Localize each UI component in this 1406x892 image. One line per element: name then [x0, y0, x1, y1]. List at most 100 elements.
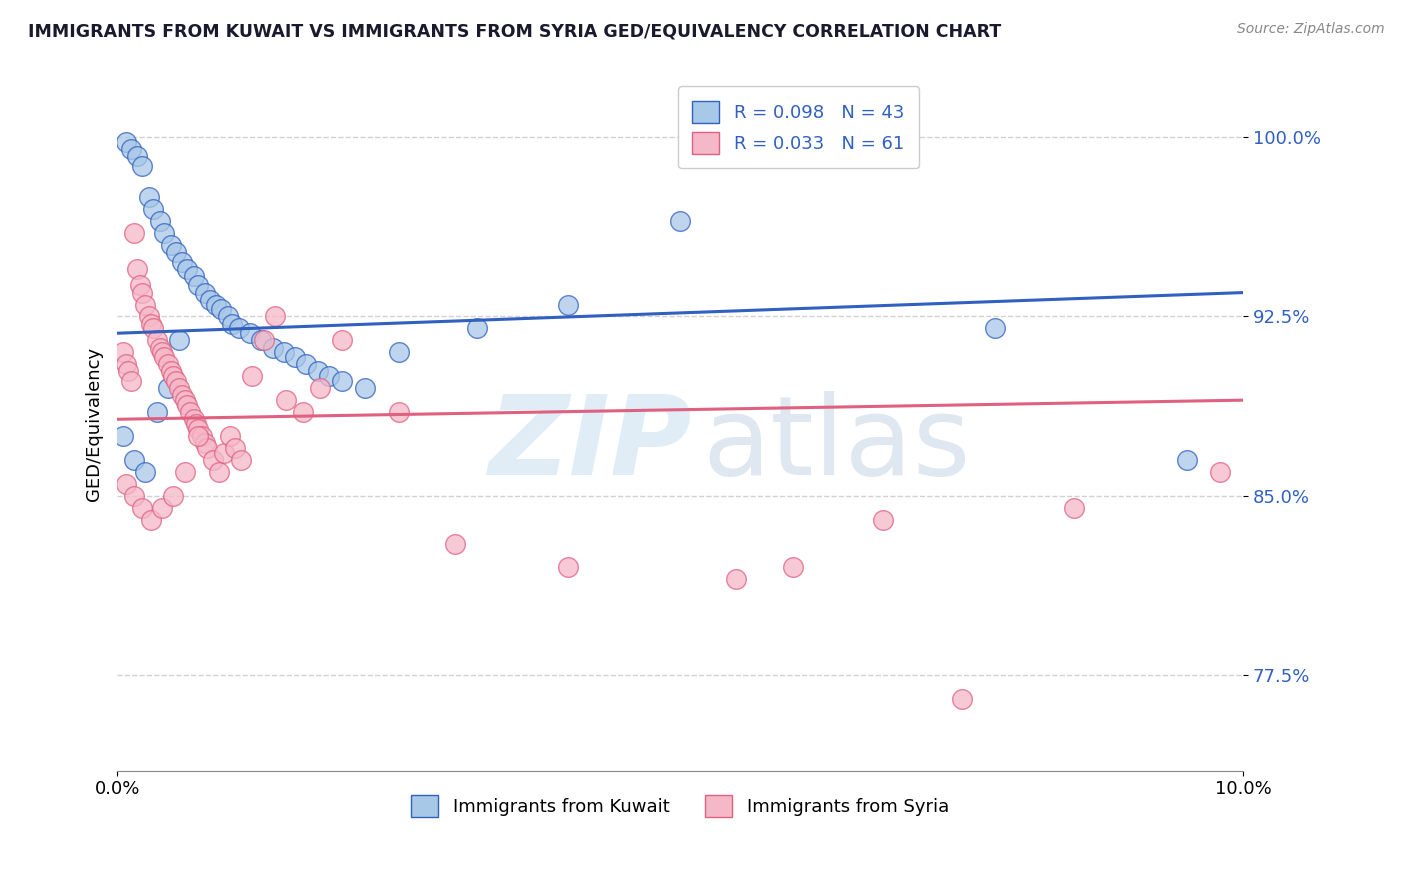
Point [263, 310, 285, 324]
Point [145, 334, 167, 348]
Point [160, 237, 183, 252]
Point [950, 692, 973, 706]
Point [150, 345, 173, 359]
Point [262, 341, 284, 355]
Point [984, 321, 1007, 335]
Point [295, 357, 318, 371]
Point [330, 374, 353, 388]
Point [274, 393, 297, 408]
Point [330, 334, 353, 348]
Point [120, 374, 142, 388]
Point [198, 293, 221, 307]
Y-axis label: GED/Equivalency: GED/Equivalency [86, 347, 103, 501]
Point [131, 500, 153, 515]
Point [111, 345, 134, 359]
Point [183, 268, 205, 283]
Point [187, 278, 209, 293]
Point [209, 302, 232, 317]
Point [115, 357, 138, 371]
Point [111, 429, 134, 443]
Point [165, 244, 187, 259]
Text: Source: ZipAtlas.com: Source: ZipAtlas.com [1237, 22, 1385, 37]
Point [229, 453, 252, 467]
Point [173, 465, 195, 479]
Point [725, 573, 748, 587]
Point [165, 374, 187, 388]
Point [250, 334, 273, 348]
Point [142, 321, 165, 335]
Point [122, 489, 145, 503]
Point [388, 345, 411, 359]
Point [557, 297, 579, 311]
Point [156, 381, 179, 395]
Point [308, 381, 330, 395]
Point [1209, 465, 1232, 479]
Point [228, 321, 250, 335]
Point [139, 513, 162, 527]
Text: ZIP: ZIP [489, 392, 692, 499]
Point [179, 405, 201, 419]
Point [138, 190, 160, 204]
Point [284, 350, 307, 364]
Point [142, 202, 165, 216]
Point [240, 369, 263, 384]
Point [782, 560, 804, 574]
Point [134, 465, 156, 479]
Point [173, 393, 195, 408]
Point [167, 334, 190, 348]
Point [150, 500, 173, 515]
Text: atlas: atlas [703, 392, 972, 499]
Point [273, 345, 295, 359]
Point [187, 422, 209, 436]
Point [239, 326, 262, 341]
Point [467, 321, 489, 335]
Point [217, 310, 239, 324]
Point [138, 310, 160, 324]
Point [252, 334, 274, 348]
Point [221, 317, 243, 331]
Point [557, 560, 579, 574]
Point [122, 226, 145, 240]
Point [194, 285, 217, 300]
Point [176, 398, 198, 412]
Point [201, 453, 224, 467]
Point [205, 297, 228, 311]
Point [167, 381, 190, 395]
Point [134, 297, 156, 311]
Point [172, 254, 194, 268]
Point [131, 285, 153, 300]
Point [1175, 453, 1198, 467]
Point [444, 536, 467, 550]
Point [190, 429, 212, 443]
Point [122, 453, 145, 467]
Point [184, 417, 207, 431]
Point [115, 135, 138, 149]
Point [172, 388, 194, 402]
Point [291, 405, 314, 419]
Point [145, 405, 167, 419]
Point [195, 441, 218, 455]
Point [176, 261, 198, 276]
Point [218, 429, 240, 443]
Point [162, 369, 184, 384]
Point [162, 489, 184, 503]
Point [153, 226, 176, 240]
Point [187, 429, 209, 443]
Point [149, 341, 172, 355]
Point [160, 364, 183, 378]
Point [1063, 500, 1085, 515]
Legend: Immigrants from Kuwait, Immigrants from Syria: Immigrants from Kuwait, Immigrants from … [404, 788, 956, 824]
Point [153, 350, 176, 364]
Point [212, 446, 235, 460]
Point [872, 513, 894, 527]
Point [131, 159, 153, 173]
Point [120, 142, 142, 156]
Point [307, 364, 329, 378]
Point [117, 364, 139, 378]
Point [669, 214, 692, 228]
Point [194, 436, 217, 450]
Point [127, 149, 149, 163]
Point [139, 317, 162, 331]
Point [156, 357, 179, 371]
Point [354, 381, 377, 395]
